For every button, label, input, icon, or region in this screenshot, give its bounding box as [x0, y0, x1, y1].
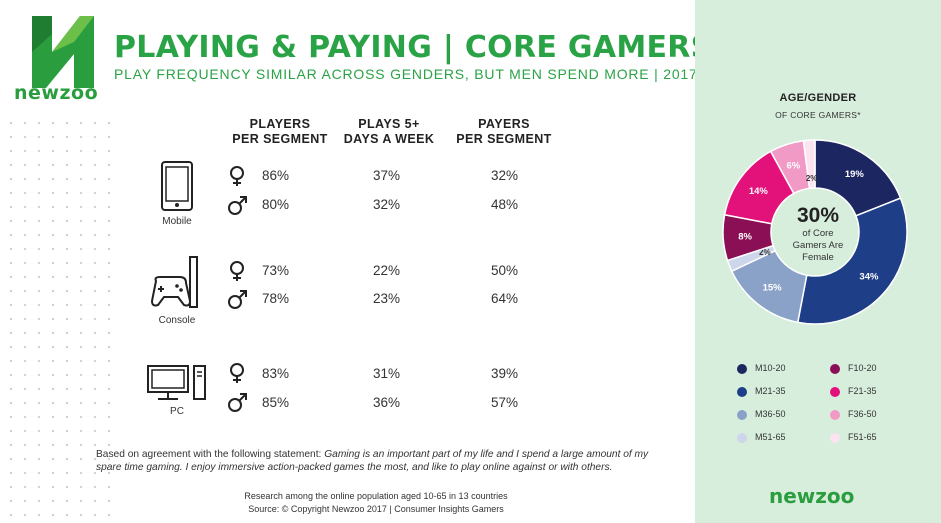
device-pc: PC	[142, 364, 212, 417]
mobile-male-payers: 48%	[491, 197, 519, 212]
legend-swatch	[830, 386, 840, 397]
legend-swatch	[737, 409, 747, 420]
mobile-male-players: 80%	[262, 197, 290, 212]
device-mobile: Mobile	[142, 160, 212, 227]
legend-label: F51-65	[848, 432, 877, 442]
mobile-female-payers: 32%	[491, 168, 519, 183]
donut-label-m51-65: 2%	[759, 248, 771, 257]
legend-item-f21-35: F21-35	[830, 385, 877, 397]
legend-item-f51-65: F51-65	[830, 431, 877, 443]
brand-name: newzoo	[14, 82, 99, 104]
pc-female-payers: 39%	[491, 366, 519, 381]
device-label-pc: PC	[170, 406, 184, 417]
desktop-pc-icon	[147, 365, 206, 400]
legend-label: M10-20	[755, 363, 786, 373]
legend-item-m36-50: M36-50	[737, 408, 786, 420]
male-icon	[228, 196, 247, 215]
female-icon	[230, 363, 244, 383]
console-female-plays: 22%	[373, 263, 401, 278]
page-title: PLAYING & PAYING | CORE GAMERS*	[114, 30, 718, 65]
brand-name-footer: newzoo	[769, 484, 855, 508]
mobile-female-plays: 37%	[373, 168, 401, 183]
source-note: Research among the online population age…	[244, 491, 508, 514]
legend-swatch	[737, 386, 747, 397]
device-console: Console	[142, 255, 212, 326]
legend-label: M51-65	[755, 432, 786, 442]
donut-slice-m21-35	[796, 197, 908, 325]
gamepad-icon	[150, 256, 198, 308]
donut-label-m36-50: 15%	[763, 282, 783, 293]
column-header-payers: PAYERS PER SEGMENT	[456, 117, 552, 146]
page-subtitle: PLAY FREQUENCY SIMILAR ACROSS GENDERS, B…	[114, 66, 698, 82]
column-header-plays: PLAYS 5+ DAYS A WEEK	[343, 117, 435, 146]
donut-label-m10-20: 19%	[845, 169, 865, 180]
mobile-male-plays: 32%	[373, 197, 401, 212]
legend-label: M36-50	[755, 409, 786, 419]
female-icon	[230, 261, 244, 281]
legend-item-m51-65: M51-65	[737, 431, 786, 443]
donut-center-text: of Core Gamers Are Female	[792, 228, 844, 263]
console-male-players: 78%	[262, 291, 290, 306]
legend-label: M21-35	[755, 386, 786, 396]
legend-item-f36-50: F36-50	[830, 408, 877, 420]
console-male-payers: 64%	[491, 291, 519, 306]
legend-swatch	[830, 363, 840, 374]
column-header-players: PLAYERS PER SEGMENT	[232, 117, 328, 146]
donut-label-f21-35: 14%	[749, 186, 769, 197]
age-gender-panel: AGE/GENDER OF CORE GAMERS* 19% 34% 15% 2% 8%…	[695, 0, 941, 523]
legend-label: F36-50	[848, 409, 877, 419]
legend-label: F10-20	[848, 363, 877, 373]
device-label-mobile: Mobile	[162, 216, 192, 227]
male-icon	[228, 290, 247, 309]
female-icon	[230, 166, 244, 186]
newzoo-logo-icon	[32, 16, 94, 88]
pc-male-payers: 57%	[491, 395, 519, 410]
donut-label-m21-35: 34%	[859, 272, 879, 283]
console-female-players: 73%	[262, 263, 290, 278]
donut-slice-f51-65	[802, 139, 816, 190]
mobile-female-players: 86%	[262, 168, 290, 183]
legend-item-m21-35: M21-35	[737, 385, 786, 397]
pc-female-plays: 31%	[373, 366, 401, 381]
legend-swatch	[737, 363, 747, 374]
age-gender-donut-chart: 19% 34% 15% 2% 8% 14% 6% 2%	[722, 139, 908, 325]
device-label-console: Console	[158, 315, 196, 326]
panel-title: AGE/GENDER	[779, 92, 857, 104]
legend-label: F21-35	[848, 386, 877, 396]
male-icon	[228, 393, 247, 412]
legend-item-m10-20: M10-20	[737, 362, 786, 374]
smartphone-icon	[161, 161, 193, 211]
console-female-payers: 50%	[491, 263, 519, 278]
legend-item-f10-20: F10-20	[830, 362, 877, 374]
pc-male-players: 85%	[262, 395, 290, 410]
donut-center-value: 30%	[796, 204, 840, 227]
legend-swatch	[830, 409, 840, 420]
legend-swatch	[737, 432, 747, 443]
footnote: Based on agreement with the following st…	[96, 449, 649, 473]
console-male-plays: 23%	[373, 291, 401, 306]
pc-male-plays: 36%	[373, 395, 401, 410]
donut-label-f10-20: 8%	[738, 231, 752, 242]
panel-subtitle: OF CORE GAMERS*	[775, 110, 861, 120]
donut-label-f51-65: 2%	[806, 174, 818, 183]
pc-female-players: 83%	[262, 366, 290, 381]
legend-swatch	[830, 432, 840, 443]
donut-label-f36-50: 6%	[787, 160, 801, 171]
